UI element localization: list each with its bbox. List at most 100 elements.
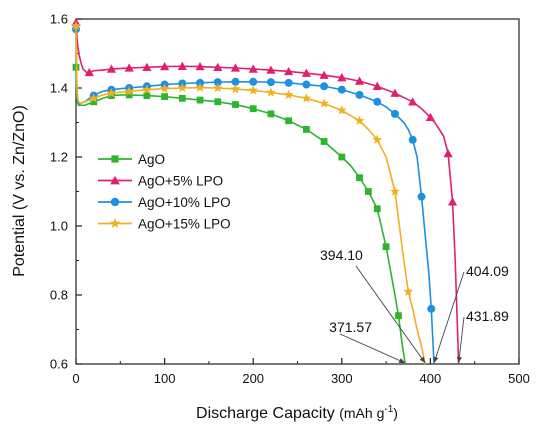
data-point — [417, 192, 426, 201]
data-point — [125, 91, 133, 99]
data-point — [177, 61, 187, 70]
annotation-pointer — [339, 333, 406, 364]
data-point — [302, 126, 310, 133]
data-point — [372, 134, 383, 144]
data-point — [248, 64, 258, 73]
annotation-label: 394.10 — [320, 247, 363, 263]
data-point — [90, 98, 98, 106]
legend-label: AgO — [138, 152, 165, 167]
data-point — [319, 70, 329, 79]
legend-item-ago-plus-15pct-lpo: AgO+15% LPO — [98, 217, 231, 232]
data-point — [373, 97, 382, 106]
data-point — [403, 286, 414, 296]
data-point — [84, 67, 94, 77]
x-tick-label: 300 — [331, 371, 353, 386]
legend-item-ago-plus-5pct-lpo: AgO+5% LPO — [98, 174, 223, 189]
x-tick-label: 0 — [72, 371, 79, 386]
data-point — [213, 62, 223, 71]
data-point — [283, 89, 294, 100]
data-point — [265, 87, 276, 97]
data-point — [230, 83, 241, 94]
data-point — [390, 186, 400, 196]
x-axis-title: Discharge Capacity (mAh g-1) — [196, 404, 398, 422]
data-point — [195, 62, 205, 71]
data-point — [390, 88, 400, 97]
data-point — [214, 98, 222, 106]
data-point — [408, 135, 417, 144]
data-point — [212, 82, 223, 93]
data-point — [284, 66, 294, 76]
data-point — [178, 94, 186, 102]
annotation-pointer — [433, 271, 465, 364]
annotation-arrowhead — [398, 358, 406, 363]
data-point — [106, 64, 117, 73]
data-point — [161, 93, 168, 101]
axis-ticks: 0 100 200 300 400 500 0.6 0.8 1.0 1.2 1.4 1.6 — [50, 12, 530, 387]
series-ago-plus-10pct-lpo — [72, 25, 436, 365]
series-line-ago-plus-15pct-lpo — [75, 25, 426, 365]
annotation-label: 431.89 — [466, 308, 509, 324]
annotation-label: 404.09 — [466, 263, 509, 279]
legend-label: AgO+5% LPO — [138, 174, 223, 189]
data-point — [301, 93, 312, 103]
data-point — [106, 87, 117, 98]
data-point — [301, 68, 311, 77]
series-ago — [72, 63, 407, 365]
y-tick-label: 0.6 — [50, 357, 68, 372]
y-tick-label: 1.6 — [50, 12, 68, 27]
data-point — [336, 105, 347, 115]
data-point — [373, 205, 381, 213]
data-point — [249, 77, 258, 86]
data-point — [213, 78, 222, 87]
data-point — [108, 92, 115, 99]
series-ago-plus-15pct-lpo — [71, 20, 426, 365]
legend: AgO AgO+5% LPO AgO+10% LPO AgO+15% LPO — [98, 152, 231, 232]
data-point — [408, 97, 418, 106]
y-axis-title: Potential (V vs. Zn/ZnO) — [11, 105, 28, 277]
data-point — [160, 62, 170, 71]
legend-marker — [110, 197, 120, 207]
data-point — [248, 85, 259, 95]
annotation-arrowhead — [456, 356, 462, 363]
annotation-pointer — [458, 316, 465, 364]
data-point — [354, 115, 365, 125]
data-point — [425, 112, 435, 122]
data-point — [231, 77, 240, 86]
data-point — [159, 83, 170, 93]
data-point — [266, 78, 275, 87]
data-point — [355, 90, 364, 99]
data-point — [302, 80, 311, 89]
data-point — [232, 101, 239, 108]
data-point — [124, 63, 134, 72]
data-point — [142, 62, 152, 71]
x-tick-label: 100 — [154, 371, 176, 386]
x-axis-unit: (mAh g — [339, 405, 384, 421]
data-point — [447, 197, 458, 206]
legend-label: AgO+10% LPO — [138, 195, 231, 210]
data-point — [88, 93, 99, 103]
x-tick-label: 500 — [508, 371, 530, 386]
data-point — [337, 85, 346, 94]
y-tick-label: 1.2 — [50, 150, 68, 165]
data-point — [364, 188, 372, 195]
data-point — [354, 76, 365, 85]
annotation-layer: 394.10 404.09 371.57 431.89 — [320, 247, 509, 364]
x-axis-unit-close: ) — [393, 405, 398, 421]
legend-marker — [109, 218, 121, 228]
legend-marker — [110, 175, 120, 185]
x-axis-unit-sup: -1 — [384, 404, 393, 415]
data-point — [230, 63, 241, 72]
legend-item-ago-plus-10pct-lpo: AgO+10% LPO — [98, 195, 231, 210]
legend-label: AgO+15% LPO — [138, 217, 231, 232]
data-point — [196, 96, 204, 104]
data-point — [195, 82, 205, 92]
data-point — [338, 153, 346, 161]
legend-marker — [111, 155, 119, 163]
data-point — [337, 73, 347, 82]
data-point — [266, 65, 276, 74]
series-layer — [71, 17, 460, 365]
annotation-pointer — [355, 265, 426, 364]
data-point — [284, 78, 293, 87]
annotation-label: 371.57 — [329, 319, 372, 335]
